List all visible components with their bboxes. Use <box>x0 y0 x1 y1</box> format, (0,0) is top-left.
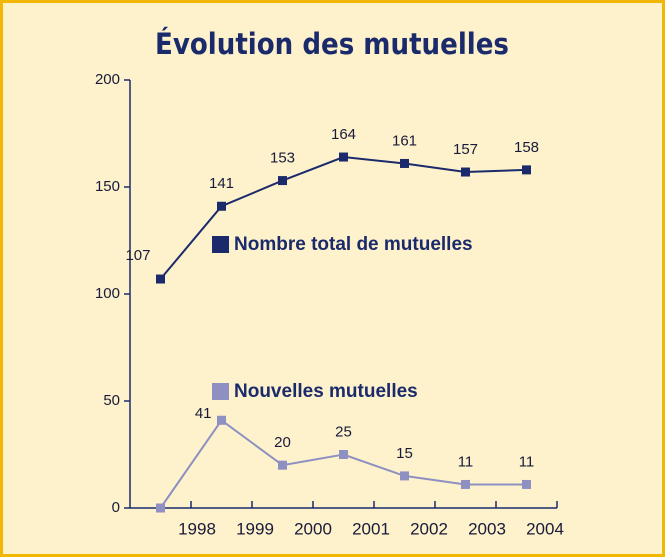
legend-swatch <box>212 236 229 253</box>
x-tick-label: 2002 <box>410 519 448 538</box>
legend-label: Nouvelles mutuelles <box>234 381 418 402</box>
y-tick-label: 200 <box>95 71 120 88</box>
data-label: 11 <box>458 453 474 470</box>
data-label: 15 <box>396 445 413 462</box>
data-label: 157 <box>453 141 478 158</box>
data-label: 141 <box>209 175 234 192</box>
data-label: 107 <box>125 247 150 264</box>
point <box>400 158 409 168</box>
point <box>461 479 470 489</box>
point <box>400 471 409 481</box>
point <box>522 479 531 489</box>
data-label: 158 <box>514 139 539 156</box>
x-tick-label: 2001 <box>352 519 390 538</box>
point <box>217 201 226 211</box>
point <box>278 176 287 186</box>
data-label: 11 <box>519 453 535 470</box>
chart-title: Évolution des mutuelles <box>155 27 509 61</box>
point <box>461 167 470 177</box>
point <box>522 165 531 175</box>
point <box>156 503 165 513</box>
x-tick-label: 1998 <box>178 519 216 538</box>
point <box>339 450 348 459</box>
legend-label: Nombre total de mutuelles <box>234 234 473 255</box>
data-label: 161 <box>392 132 417 149</box>
point <box>278 460 287 470</box>
point <box>156 274 165 284</box>
y-tick-label: 100 <box>95 285 120 302</box>
data-label: 164 <box>331 126 356 143</box>
x-tick-label: 2003 <box>468 519 506 538</box>
data-label: 41 <box>195 405 212 422</box>
x-tick-label: 1999 <box>236 519 274 538</box>
data-label: 153 <box>270 150 295 167</box>
legend-swatch <box>212 383 229 400</box>
point <box>217 415 226 425</box>
y-tick-label: 50 <box>103 392 120 409</box>
data-label: 20 <box>274 434 291 451</box>
x-tick-label: 2004 <box>526 519 564 538</box>
data-label: 25 <box>335 423 352 440</box>
y-tick-label: 0 <box>112 499 120 516</box>
point <box>339 152 348 162</box>
y-tick-label: 150 <box>95 178 120 195</box>
x-tick-label: 2000 <box>294 519 332 538</box>
